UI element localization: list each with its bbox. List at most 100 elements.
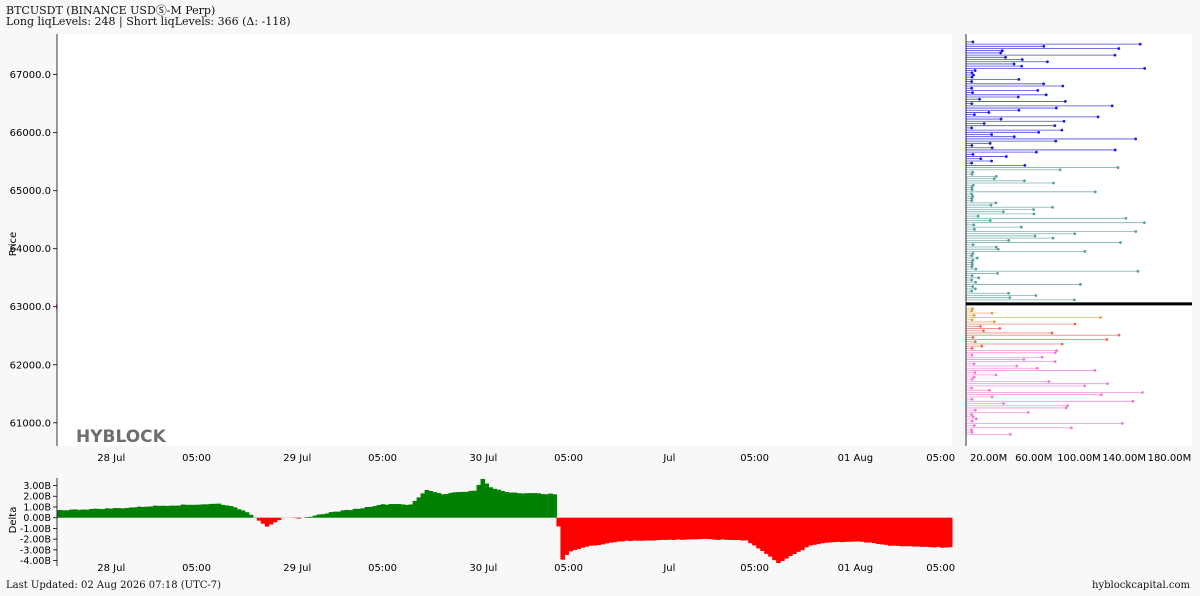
delta-bar (644, 517, 649, 541)
delta-bar (624, 517, 629, 541)
histogram-bar-tip (970, 188, 974, 192)
delta-bar (136, 506, 142, 518)
price-y-tick-label: 62000.0 (10, 360, 51, 371)
histogram-bar-tip (990, 159, 993, 163)
histogram-bar-tip (970, 346, 974, 350)
histogram-bar-tip (1134, 230, 1138, 233)
delta-bar (392, 504, 398, 518)
histogram-bar-tip (970, 260, 974, 264)
delta-bar (100, 509, 106, 518)
delta-bar (668, 517, 673, 540)
histogram-bar-tip (1134, 137, 1138, 141)
delta-bar (604, 517, 609, 544)
delta-bar (448, 492, 454, 518)
site-link[interactable]: hyblockcapital.com (1092, 580, 1190, 591)
delta-bar (524, 493, 529, 518)
histogram-bar-tip (990, 133, 994, 136)
delta-bar (628, 517, 633, 541)
histogram-bar-tip (972, 113, 976, 117)
histogram-bar-tip (1037, 130, 1041, 134)
price-y-tick-label: 61000.0 (10, 418, 51, 429)
delta-bar (156, 505, 162, 518)
histogram-bar-tip (974, 417, 978, 421)
delta-bar (636, 517, 641, 541)
delta-bar (856, 517, 861, 542)
histogram-bar-tip (1047, 380, 1051, 383)
delta-bar (504, 492, 509, 518)
delta-bar (732, 517, 737, 541)
histogram-bar-tip (971, 307, 974, 311)
histogram-bar-tip (1093, 369, 1097, 372)
delta-bar (928, 517, 933, 548)
histogram-bar-tip (1008, 296, 1012, 300)
delta-bar (108, 508, 114, 518)
delta-bar (208, 503, 214, 518)
delta-bar (936, 517, 941, 547)
delta-bar (276, 517, 282, 521)
histogram-bar-tip (1140, 391, 1144, 394)
delta-bar (160, 505, 166, 518)
delta-bar (520, 493, 525, 518)
histogram-bar-tip (1105, 338, 1109, 341)
histogram-bar-tip (1060, 128, 1064, 132)
histogram-bar-tip (970, 254, 974, 258)
delta-bar (508, 492, 513, 518)
histogram-bar-tip (1012, 62, 1016, 66)
chart-title: BTCUSDT (BINANCE USDⓈ-M Perp) (6, 4, 216, 17)
delta-bar (560, 517, 565, 560)
delta-bar (676, 517, 681, 540)
price-x-tick-label: 29 Jul (283, 453, 311, 464)
histogram-bar-tip (1060, 342, 1064, 346)
price-x-tick-label: 05:00 (926, 453, 955, 464)
delta-bar (736, 517, 741, 540)
histogram-bar-tip (970, 289, 974, 293)
histogram-bar-tip (1020, 64, 1024, 68)
delta-bar (332, 511, 338, 518)
delta-bar (144, 506, 150, 518)
delta-bar (760, 517, 765, 551)
delta-bar (464, 491, 470, 518)
histogram-bar-tip (994, 245, 998, 249)
histogram-bar-tip (970, 144, 974, 147)
delta-bar (364, 507, 370, 518)
histogram-bar-tip (970, 419, 974, 423)
delta-bar (548, 493, 553, 518)
delta-bar (748, 517, 753, 544)
delta-bar (800, 517, 805, 551)
histogram-bar-tip (1042, 82, 1046, 86)
delta-bar (420, 493, 426, 518)
histogram-bar-tip (1017, 108, 1021, 112)
histogram-bar-tip (1142, 221, 1146, 225)
delta-bar (880, 517, 885, 545)
delta-bar (488, 487, 494, 518)
histogram-x-tick-label: 60.00M (1015, 453, 1052, 464)
histogram-bar-tip (987, 111, 991, 114)
histogram-bar-tip (976, 214, 980, 218)
histogram-bar-tip (1051, 236, 1055, 240)
histogram-bar-tip (978, 97, 981, 101)
histogram-bar-tip (1061, 84, 1065, 88)
delta-y-tick-label: -1.00B (20, 524, 51, 535)
delta-bar (808, 517, 813, 546)
delta-bar (112, 508, 118, 518)
delta-bar (260, 517, 266, 524)
delta-bar (120, 508, 126, 518)
histogram-bar-tip (990, 146, 994, 150)
histogram-bar-tip (977, 276, 981, 280)
delta-bar (244, 512, 250, 518)
histogram-bar-tip (1026, 410, 1030, 414)
delta-bar (680, 517, 685, 540)
histogram-bar-tip (1015, 364, 1019, 368)
delta-bar (436, 493, 442, 518)
histogram-bar-tip (971, 40, 975, 44)
histogram-bar-tip (1017, 77, 1021, 81)
delta-bar (932, 517, 937, 548)
delta-bar (816, 517, 821, 545)
histogram-bar-tip (1016, 95, 1020, 99)
histogram-bar-tip (970, 265, 974, 269)
histogram-bar-tip (971, 335, 975, 339)
histogram-bar-tip (988, 219, 992, 222)
delta-bar (620, 517, 625, 542)
histogram-bar-tip (1113, 53, 1117, 57)
delta-bar (640, 517, 645, 541)
